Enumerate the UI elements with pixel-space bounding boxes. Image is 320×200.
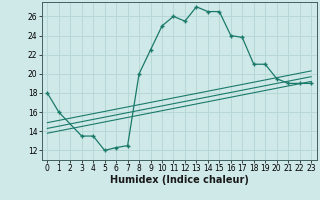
X-axis label: Humidex (Indice chaleur): Humidex (Indice chaleur) — [110, 175, 249, 185]
